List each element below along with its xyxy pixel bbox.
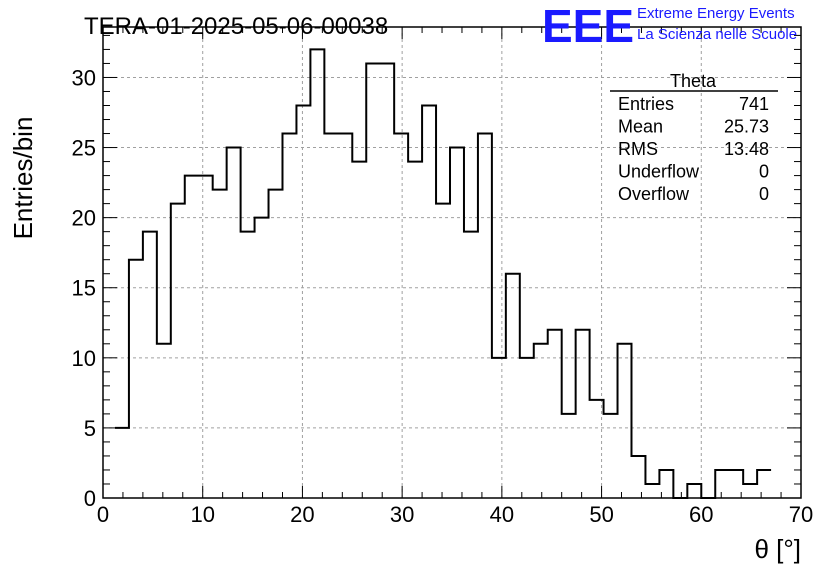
- histogram-bin: [562, 414, 576, 498]
- y-tick-label: 5: [84, 416, 96, 441]
- histogram-bin: [645, 484, 659, 498]
- stats-label: Entries: [618, 94, 674, 114]
- histogram-bin: [743, 484, 757, 498]
- stats-label: Underflow: [618, 162, 700, 182]
- histogram-bin: [366, 63, 380, 498]
- histogram-bin: [715, 470, 729, 498]
- x-tick-label: 50: [589, 502, 613, 527]
- y-tick-labels: 0 5 10 15 20 25 30: [72, 65, 96, 511]
- histogram-bin: [520, 358, 534, 498]
- logo-mark: EEE: [542, 0, 634, 52]
- histogram-bin: [631, 456, 645, 498]
- x-tick-label: 60: [689, 502, 713, 527]
- histogram-bin: [687, 484, 701, 498]
- histogram-bin: [171, 204, 185, 498]
- eee-logo: EEE Extreme Energy Events La Scienza nel…: [542, 0, 797, 52]
- stats-rows: Entries 741 Mean 25.73 RMS 13.48 Underflow 0 Ove…: [618, 94, 769, 204]
- stats-value: 0: [759, 184, 769, 204]
- plot-frame: [102, 26, 802, 499]
- histogram-bin: [618, 344, 632, 498]
- histogram-bin: [241, 232, 255, 498]
- y-axis-title: Entries/bin: [8, 117, 38, 240]
- histogram-bin: [590, 400, 604, 498]
- histogram-bin: [548, 330, 562, 498]
- x-axis-title: θ [°]: [754, 534, 801, 564]
- histogram-bin: [213, 190, 227, 498]
- y-tick-label: 25: [72, 136, 96, 161]
- stats-title: Theta: [670, 71, 717, 91]
- histogram-bin: [338, 134, 352, 498]
- stats-value: 0: [759, 162, 769, 182]
- stats-value: 13.48: [724, 139, 769, 159]
- stats-value: 25.73: [724, 117, 769, 137]
- x-tick-label: 70: [789, 502, 813, 527]
- stats-label: Mean: [618, 117, 663, 137]
- x-tick-label: 40: [490, 502, 514, 527]
- histogram-bin: [422, 106, 436, 499]
- histogram-bin: [324, 134, 338, 498]
- x-tick-label: 10: [190, 502, 214, 527]
- histogram-bin: [227, 148, 241, 498]
- histogram-bin: [576, 330, 590, 498]
- axis-ticks: [102, 27, 802, 499]
- histogram-bin: [352, 162, 366, 498]
- histogram-bin: [604, 414, 618, 498]
- y-tick-label: 20: [72, 206, 96, 231]
- y-tick-label: 30: [72, 65, 96, 90]
- histogram-bin: [394, 134, 408, 498]
- histogram-bin: [506, 274, 520, 498]
- x-tick-label: 0: [97, 502, 109, 527]
- histogram-bin: [185, 176, 199, 498]
- histogram-bin: [269, 190, 283, 498]
- histogram-bin: [282, 134, 296, 498]
- stats-label: Overflow: [618, 184, 690, 204]
- histogram-step-line: [114, 48, 772, 499]
- histogram-bin: [157, 344, 171, 498]
- y-tick-label: 0: [84, 486, 96, 511]
- histogram-bin: [757, 470, 771, 498]
- histogram-bin: [296, 106, 310, 499]
- histogram-bin: [492, 358, 506, 498]
- y-tick-label: 15: [72, 276, 96, 301]
- histogram-bin: [310, 49, 324, 498]
- x-tick-label: 20: [290, 502, 314, 527]
- y-tick-label: 10: [72, 346, 96, 371]
- histogram-bin: [478, 134, 492, 498]
- stats-box: Theta Entries 741 Mean 25.73 RMS 13.48 Underfl…: [610, 71, 778, 204]
- grid-lines: [103, 27, 801, 498]
- histogram-bin: [115, 428, 129, 498]
- chart-title: TERA-01-2025-05-06-00038: [84, 13, 388, 40]
- histogram-bin: [464, 232, 478, 498]
- histogram-bin: [450, 148, 464, 498]
- logo-line-2: La Scienza nelle Scuole: [637, 26, 797, 43]
- x-tick-labels: 0 10 20 30 40 50 60 70: [97, 502, 813, 527]
- histogram-bin: [129, 260, 143, 498]
- stats-value: 741: [739, 94, 769, 114]
- logo-line-1: Extreme Energy Events: [637, 5, 795, 22]
- x-tick-label: 30: [390, 502, 414, 527]
- histogram-bin: [199, 176, 213, 498]
- histogram-series: [114, 48, 772, 499]
- histogram-bin: [408, 162, 422, 498]
- histogram-bin: [436, 204, 450, 498]
- histogram-bin: [534, 344, 548, 498]
- histogram-bin: [380, 63, 394, 498]
- histogram-bin: [255, 218, 269, 498]
- stats-label: RMS: [618, 139, 658, 159]
- histogram-bin: [143, 232, 157, 498]
